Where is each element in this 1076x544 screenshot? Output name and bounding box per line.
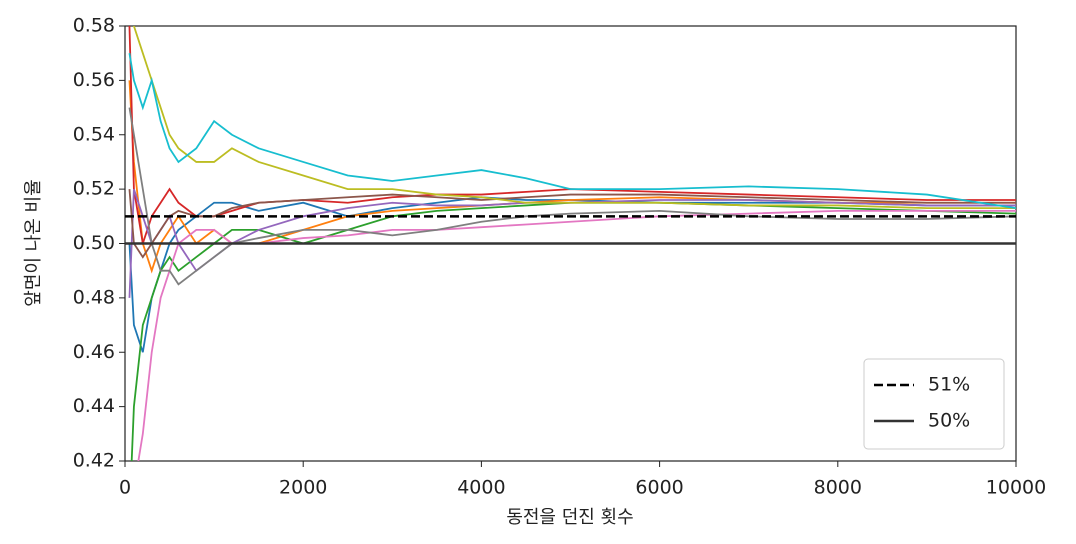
y-tick-label: 0.46 bbox=[73, 341, 115, 363]
x-tick-label: 6000 bbox=[635, 477, 683, 499]
y-tick-label: 0.54 bbox=[73, 123, 115, 145]
series-line bbox=[128, 107, 1016, 286]
series-line bbox=[128, 189, 1016, 259]
x-tick-label: 8000 bbox=[814, 477, 862, 499]
y-tick-label: 0.52 bbox=[73, 178, 115, 200]
plot-area bbox=[125, 26, 1016, 461]
x-tick-label: 2000 bbox=[279, 477, 327, 499]
legend-label: 51% bbox=[928, 374, 970, 396]
legend-box bbox=[863, 358, 1005, 450]
x-axis-label: 동전을 던진 횟수 bbox=[506, 507, 633, 528]
x-tick-label: 4000 bbox=[457, 477, 505, 499]
x-tick-label: 10000 bbox=[986, 477, 1046, 499]
y-tick-label: 0.50 bbox=[73, 232, 115, 254]
y-tick-label: 0.58 bbox=[73, 15, 115, 37]
y-tick-label: 0.48 bbox=[73, 286, 115, 308]
legend-label: 50% bbox=[928, 410, 970, 432]
y-axis-label: 앞면이 나온 비율 bbox=[23, 179, 44, 306]
x-tick-label: 0 bbox=[119, 477, 131, 499]
series-line bbox=[128, 53, 1016, 210]
y-tick-label: 0.56 bbox=[73, 69, 115, 91]
y-tick-label: 0.44 bbox=[73, 395, 115, 417]
series-line bbox=[133, 26, 1016, 210]
y-tick-label: 0.42 bbox=[73, 450, 115, 472]
